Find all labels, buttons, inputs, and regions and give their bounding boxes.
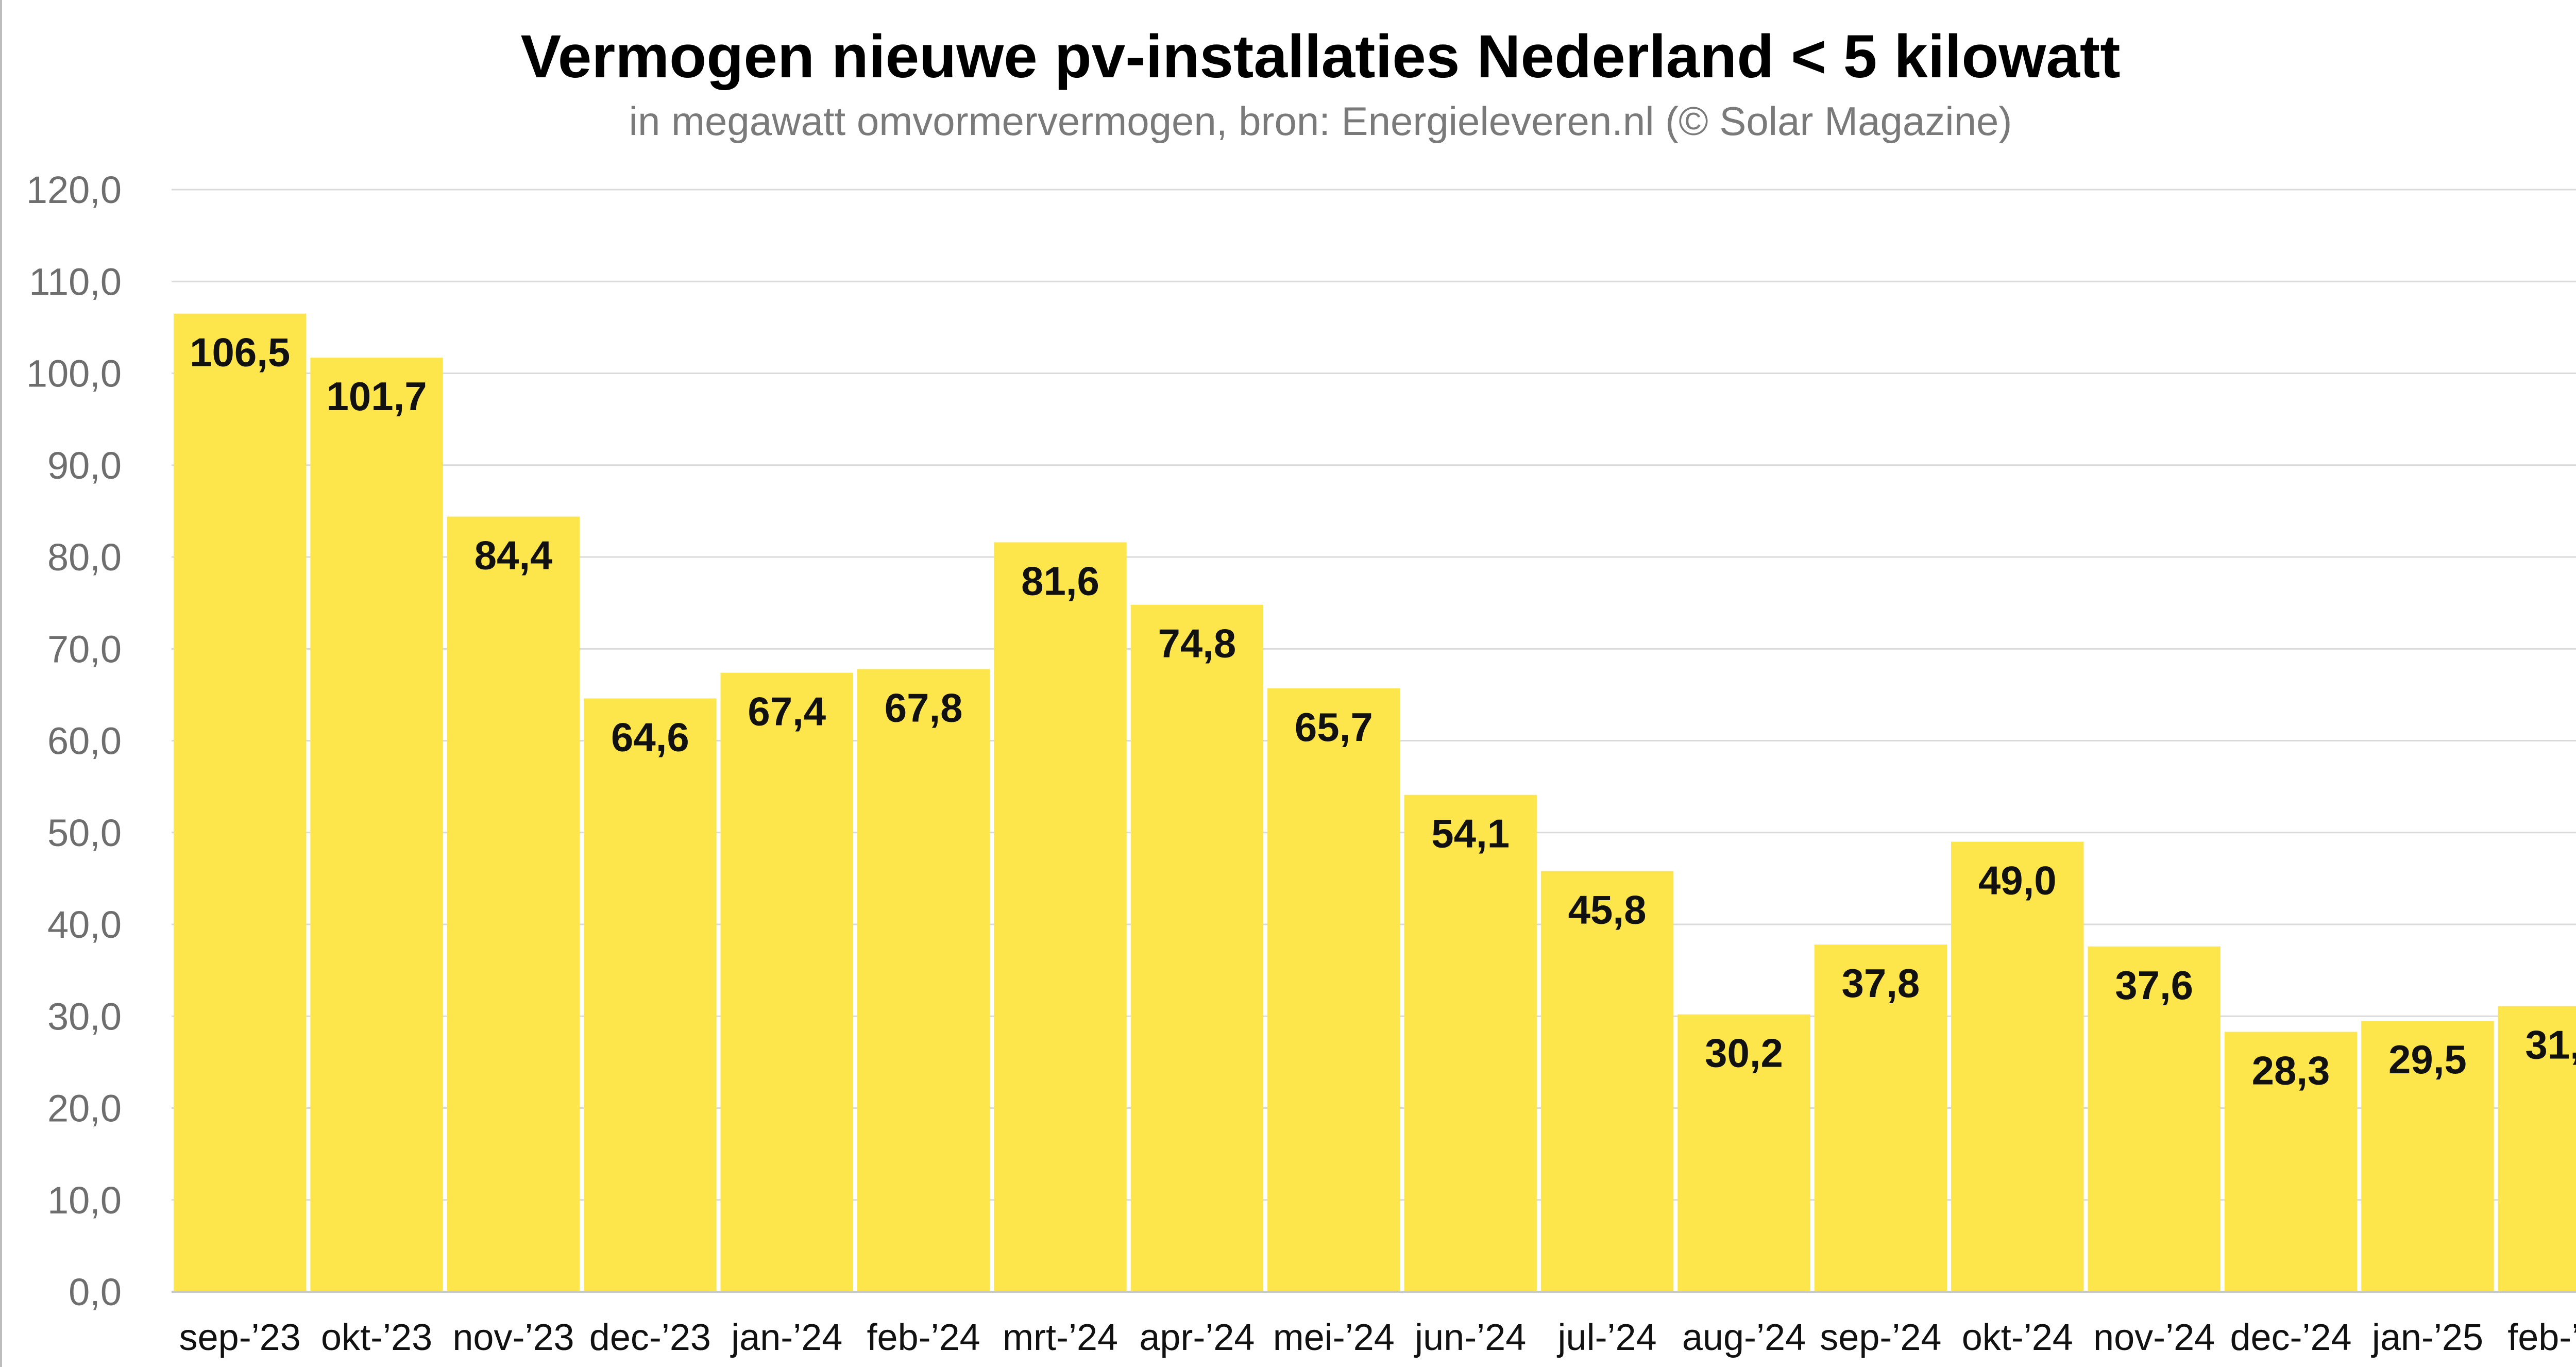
x-tick-label: jul-’24 [1557,1317,1657,1358]
x-tick-label: mrt-’24 [1003,1317,1118,1358]
chart-subtitle: in megawatt omvormervermogen, bron: Ener… [629,98,2012,144]
bars [174,313,2576,1292]
y-tick-label: 10,0 [47,1179,122,1222]
bar-5 [720,672,853,1292]
x-tick-label: dec-’24 [2230,1317,2351,1358]
x-tick-label: jan-’25 [2371,1317,2483,1358]
y-axis-ticks: 0,0 10,0 20,0 30,0 40,0 50,0 60,0 70,0 80,0 90,0 1… [26,168,122,1313]
data-label: 49,0 [1978,858,2057,903]
x-tick-label: nov-’24 [2093,1317,2215,1358]
bar-2 [310,358,443,1292]
data-label: 29,5 [2388,1037,2467,1082]
y-tick-label: 80,0 [47,536,122,579]
y-tick-label: 0,0 [69,1271,122,1313]
x-tick-label: sep-’23 [179,1317,301,1358]
bar-1 [174,313,307,1292]
bar-17 [2361,1021,2494,1292]
y-tick-label: 100,0 [26,352,122,395]
bar-8 [1130,604,1264,1292]
data-label: 81,6 [1021,558,1099,603]
y-tick-label: 30,0 [47,995,122,1038]
data-label: 37,8 [1841,960,1920,1006]
data-labels: 106,5 101,7 84,4 64,6 67,4 67,8 81,6 74,8 65,7 54… [190,330,2576,1093]
bar-15 [2088,946,2221,1292]
data-label: 106,5 [190,330,290,375]
bar-6 [857,669,990,1292]
x-tick-label: feb-’25 [2507,1317,2576,1358]
data-label: 30,2 [1705,1031,1783,1076]
y-tick-label: 90,0 [47,444,122,487]
data-label: 101,7 [326,374,427,419]
y-tick-label: 40,0 [47,903,122,946]
data-label: 45,8 [1568,887,1647,933]
x-tick-label: aug-’24 [1682,1317,1806,1358]
x-tick-label: okt-’24 [1962,1317,2073,1358]
x-tick-label: jan-’24 [730,1317,842,1358]
bar-14 [1951,841,2084,1292]
x-tick-label: feb-’24 [867,1317,980,1358]
data-label: 74,8 [1158,621,1236,666]
bar-7 [994,542,1127,1292]
data-label: 84,4 [474,533,553,578]
x-tick-label: dec-’23 [589,1317,711,1358]
y-tick-label: 60,0 [47,720,122,763]
x-tick-label: nov-’23 [452,1317,574,1358]
x-tick-label: sep-’24 [1820,1317,1941,1358]
bar-11 [1540,871,1674,1292]
bar-4 [584,698,717,1292]
data-label: 37,6 [2115,963,2193,1008]
y-tick-label: 50,0 [47,812,122,854]
y-tick-label: 20,0 [47,1087,122,1130]
bar-9 [1267,688,1400,1292]
data-label: 54,1 [1431,811,1510,856]
x-tick-label: apr-’24 [1139,1317,1255,1358]
x-tick-label: mei-’24 [1273,1317,1395,1358]
x-tick-label: okt-’23 [321,1317,432,1358]
data-label: 67,4 [748,689,826,734]
bar-13 [1814,944,1947,1292]
x-axis-ticks: sep-’23 okt-’23 nov-’23 dec-’23 jan-’24 feb-’… [179,1317,2576,1358]
bar-12 [1677,1014,1810,1292]
data-label: 67,8 [885,685,963,730]
x-tick-label: jun-’24 [1414,1317,1526,1358]
data-label: 65,7 [1295,704,1373,750]
data-label: 31,1 [2525,1022,2576,1068]
data-label: 28,3 [2252,1048,2330,1093]
data-label: 64,6 [611,715,689,760]
y-tick-label: 120,0 [26,168,122,211]
y-tick-label: 70,0 [47,628,122,670]
bar-16 [2224,1032,2358,1292]
bar-10 [1404,795,1537,1292]
gridlines [172,189,2576,1201]
y-tick-label: 110,0 [29,260,122,303]
bar-18 [2498,1006,2576,1292]
bar-3 [447,516,580,1292]
chart-title: Vermogen nieuwe pv-installaties Nederlan… [521,23,2121,91]
